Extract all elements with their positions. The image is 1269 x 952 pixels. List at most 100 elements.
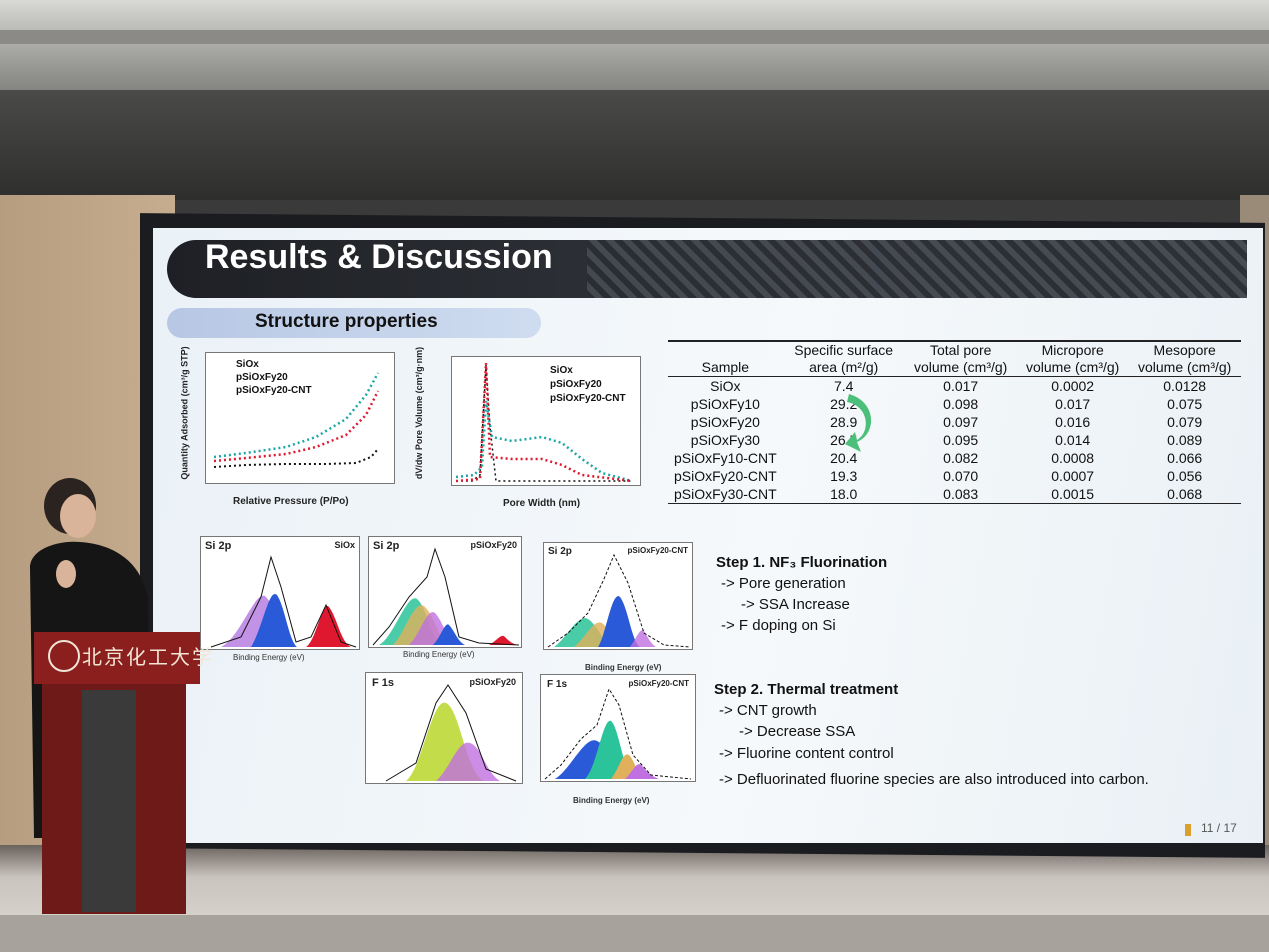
xps-si2p-psioxfy20-peaks bbox=[372, 547, 520, 646]
table-cell: 0.068 bbox=[1167, 486, 1203, 502]
table-cell: pSiOxFy30 bbox=[690, 432, 760, 448]
table-cell: 0.017 bbox=[1055, 396, 1091, 412]
table-cell: 0.014 bbox=[1055, 432, 1091, 448]
title-texture bbox=[587, 240, 1247, 298]
step1-item: -> SSA Increase bbox=[741, 596, 850, 613]
table-cell: 0.016 bbox=[1055, 414, 1091, 430]
table-cell: 0.089 bbox=[1167, 432, 1203, 448]
xps-xlabel: Binding Energy (eV) bbox=[403, 650, 475, 659]
xps-si2p-siox: Si 2p SiOx bbox=[200, 536, 360, 650]
table-cell: 0.070 bbox=[943, 468, 979, 484]
xps-si2p-cnt: Si 2p pSiOxFy20-CNT bbox=[543, 542, 693, 650]
podium-university-name: 北京化工大学 bbox=[82, 645, 214, 669]
table-cell: 0.0128 bbox=[1163, 378, 1207, 394]
step1-item: -> F doping on Si bbox=[721, 617, 836, 634]
table-cell: pSiOxFy10-CNT bbox=[674, 450, 777, 466]
xps-sample: pSiOxFy20-CNT bbox=[627, 546, 688, 555]
table-row: pSiOxFy10 29.2 0.098 0.017 0.075 bbox=[668, 395, 1241, 413]
isotherm-xlabel: Relative Pressure (P/Po) bbox=[233, 496, 349, 507]
table-cell: 0.0002 bbox=[1051, 378, 1095, 394]
podium-panel bbox=[82, 690, 136, 912]
table-cell: 0.066 bbox=[1167, 450, 1203, 466]
xps-xlabel: Binding Energy (eV) bbox=[573, 796, 650, 805]
xps-xlabel: Binding Energy (eV) bbox=[585, 663, 662, 672]
xps-tag: Si 2p bbox=[205, 540, 232, 552]
xps-sample: SiOx bbox=[334, 540, 355, 550]
xps-sample: pSiOxFy20-CNT bbox=[628, 679, 689, 688]
table-cell: 0.098 bbox=[943, 396, 979, 412]
isotherm-legend-siox: SiOx bbox=[236, 359, 259, 370]
table-header: Specific surface area (m²/g) bbox=[794, 342, 894, 375]
table-row: pSiOxFy20 28.9 0.097 0.016 0.079 bbox=[668, 413, 1241, 431]
table-cell: 0.083 bbox=[943, 486, 979, 502]
table-header-row: Sample Specific surface area (m²/g) Tota… bbox=[668, 341, 1241, 377]
xps-si2p-psioxfy20: Si 2p pSiOxFy20 bbox=[368, 536, 522, 648]
table-header: Micropore volume (cm³/g) bbox=[1026, 342, 1120, 375]
xps-sample: pSiOxFy20 bbox=[470, 540, 517, 550]
xps-tag: Si 2p bbox=[548, 546, 572, 557]
step1-title: Step 1. NF₃ Fluorination bbox=[716, 554, 888, 571]
pore-legend-siox: SiOx bbox=[550, 365, 573, 376]
table-cell: 0.0015 bbox=[1051, 486, 1095, 502]
pore-legend-psioxfy20: pSiOxFy20 bbox=[550, 379, 602, 390]
table-header: Mesopore volume (cm³/g) bbox=[1138, 342, 1232, 375]
pore-size-plot: SiOx pSiOxFy20 pSiOxFy20-CNT bbox=[451, 356, 641, 486]
decrease-arrow-icon bbox=[845, 394, 872, 452]
table-cell: SiOx bbox=[710, 378, 741, 394]
xps-f1s-psioxfy20-peaks bbox=[385, 684, 517, 782]
table-header: Sample bbox=[701, 359, 750, 375]
isotherm-legend-psioxfy20: pSiOxFy20 bbox=[236, 372, 288, 383]
table-cell: 0.082 bbox=[943, 450, 979, 466]
step2-item: -> Decrease SSA bbox=[739, 723, 856, 740]
table-cell: 0.075 bbox=[1167, 396, 1203, 412]
title-bar bbox=[167, 240, 1247, 298]
isotherm-legend-cnt: pSiOxFy20-CNT bbox=[236, 385, 312, 396]
subtitle-pill bbox=[167, 308, 541, 338]
presentation-slide: Results & Discussion Structure propertie… bbox=[153, 228, 1263, 843]
slide-subtitle: Structure properties bbox=[255, 311, 438, 332]
step1-item: -> Pore generation bbox=[721, 575, 846, 592]
ceiling-band bbox=[0, 90, 1269, 200]
table-cell: pSiOxFy10 bbox=[690, 396, 760, 412]
table-cell: 0.079 bbox=[1167, 414, 1203, 430]
university-seal-icon bbox=[48, 640, 80, 672]
xps-sample: pSiOxFy20 bbox=[469, 677, 516, 687]
table-cell: 0.095 bbox=[943, 432, 979, 448]
xps-f1s-psioxfy20: F 1s pSiOxFy20 bbox=[365, 672, 523, 784]
table-cell: 0.056 bbox=[1167, 468, 1203, 484]
xps-f1s-cnt-peaks bbox=[544, 687, 692, 780]
isotherm-curves bbox=[213, 372, 380, 468]
table-cell: 0.017 bbox=[943, 378, 979, 394]
table-cell: 0.097 bbox=[943, 414, 979, 430]
pore-legend-cnt: pSiOxFy20-CNT bbox=[550, 393, 626, 404]
xps-tag: Si 2p bbox=[373, 540, 400, 552]
table-cell: 18.0 bbox=[830, 486, 858, 502]
isotherm-ylabel: Quantity Adsorbed (cm³/g STP) bbox=[179, 346, 190, 480]
isotherm-plot: SiOx pSiOxFy20 pSiOxFy20-CNT bbox=[205, 352, 395, 484]
step2-item: -> Defluorinated fluorine species are al… bbox=[719, 771, 1149, 788]
xps-f1s-cnt: F 1s pSiOxFy20-CNT bbox=[540, 674, 696, 782]
table-row: pSiOxFy20-CNT 19.3 0.070 0.0007 0.056 bbox=[668, 467, 1241, 485]
table-cell: 0.0008 bbox=[1051, 450, 1095, 466]
xps-xlabel: Binding Energy (eV) bbox=[233, 653, 305, 662]
table-row: pSiOxFy30-CNT 18.0 0.083 0.0015 0.068 bbox=[668, 485, 1241, 504]
stage-edge bbox=[0, 915, 1269, 952]
pore-curves bbox=[455, 362, 633, 483]
pore-ylabel: dV/dw Pore Volume (cm³/g·nm) bbox=[414, 346, 425, 480]
xps-si2p-cnt-peaks bbox=[547, 553, 691, 648]
table-row: pSiOxFy30 26.5 0.095 0.014 0.089 bbox=[668, 431, 1241, 449]
page-number: 11 / 17 bbox=[1201, 821, 1237, 835]
table-cell: pSiOxFy30-CNT bbox=[674, 486, 777, 502]
table-cell: 7.4 bbox=[833, 378, 854, 394]
table-cell: pSiOxFy20 bbox=[690, 414, 760, 430]
table-cell: 19.3 bbox=[830, 468, 858, 484]
structure-properties-table: Sample Specific surface area (m²/g) Tota… bbox=[668, 340, 1241, 504]
xps-tag: F 1s bbox=[372, 677, 395, 689]
step2-title: Step 2. Thermal treatment bbox=[714, 681, 899, 698]
table-cell: 0.0007 bbox=[1051, 468, 1095, 484]
table-header: Total pore volume (cm³/g) bbox=[914, 342, 1008, 375]
table-row: SiOx 7.4 0.017 0.0002 0.0128 bbox=[668, 377, 1241, 396]
table-cell: 28.9 bbox=[830, 414, 858, 430]
podium: 北京化工大学 bbox=[34, 632, 212, 917]
step2-item: -> Fluorine content control bbox=[719, 745, 894, 762]
